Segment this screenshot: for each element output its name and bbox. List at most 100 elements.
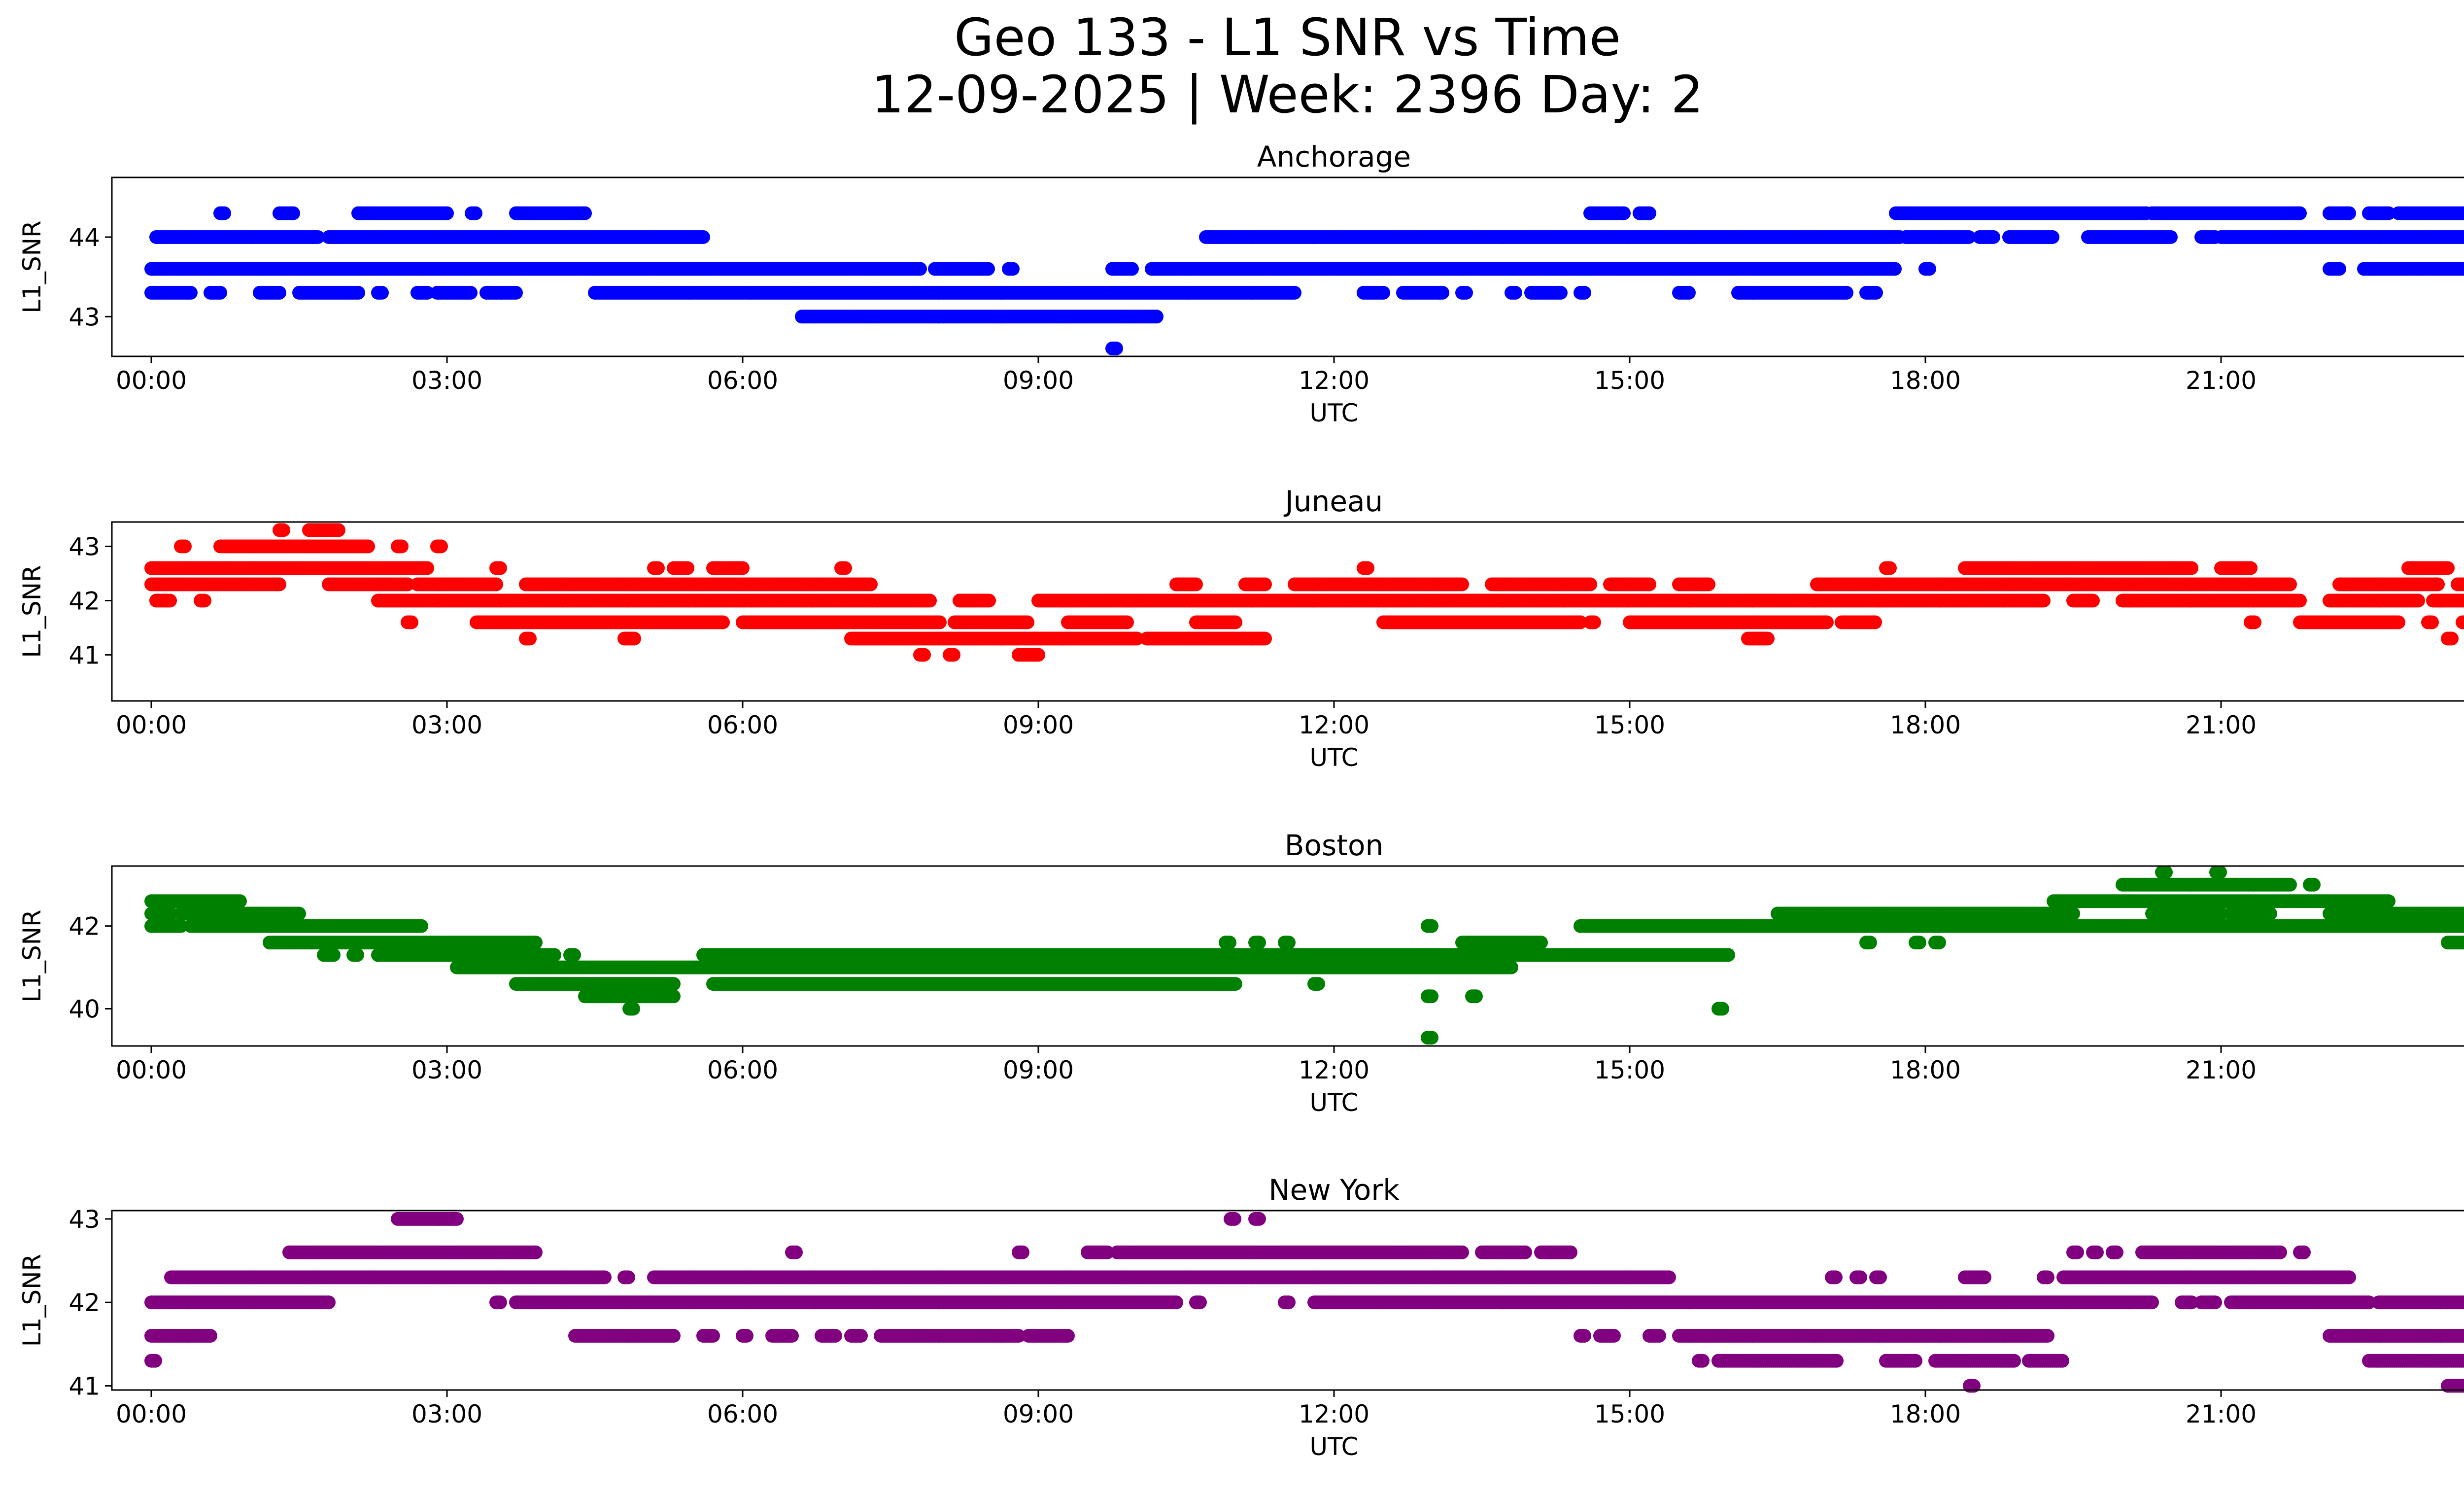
data-point: [2342, 206, 2356, 220]
x-tick-label: 09:00: [1003, 366, 1074, 395]
data-point: [1436, 285, 1449, 300]
data-point: [1702, 577, 1715, 591]
data-point: [420, 561, 434, 575]
x-axis-label: UTC: [1309, 399, 1358, 427]
data-point: [1109, 341, 1123, 355]
data-point: [1006, 262, 1020, 276]
data-point: [1888, 262, 1902, 276]
data-point: [163, 593, 177, 608]
point-row: [1105, 341, 1123, 355]
x-tick-label: 06:00: [707, 366, 778, 395]
point-row: [144, 561, 2455, 575]
data-point: [493, 561, 507, 575]
y-tick-label: 44: [68, 223, 100, 252]
point-row: [144, 577, 2464, 591]
data-point: [2293, 206, 2307, 220]
data-point: [276, 523, 290, 537]
data-point: [1840, 285, 1853, 300]
data-point: [1617, 206, 1631, 220]
data-point: [2382, 206, 2396, 220]
data-point: [273, 285, 286, 300]
data-point: [736, 561, 750, 575]
data-point: [434, 539, 448, 554]
data-point: [578, 206, 592, 220]
point-row: [149, 230, 2464, 244]
point-row: [149, 593, 2464, 608]
data-point: [1577, 285, 1591, 300]
y-tick-label: 43: [68, 303, 100, 331]
figure-title-line1: Geo 133 - L1 SNR vs Time: [954, 7, 1621, 68]
data-point: [469, 206, 482, 220]
data-point: [464, 285, 478, 300]
data-point: [213, 285, 227, 300]
data-point: [981, 262, 995, 276]
data-point: [361, 539, 375, 554]
data-point: [2431, 577, 2445, 591]
data-point: [217, 206, 231, 220]
data-point: [489, 577, 503, 591]
figure-title: Geo 133 - L1 SNR vs Time 12-09-2025 | We…: [0, 9, 2464, 123]
data-point: [651, 561, 665, 575]
data-point: [1258, 577, 1272, 591]
data-point: [1554, 285, 1568, 300]
data-point: [375, 285, 389, 300]
data-point: [273, 577, 286, 591]
point-row: [174, 539, 448, 554]
data-point: [1288, 285, 1301, 300]
data-point: [2332, 262, 2346, 276]
point-row: [213, 206, 2464, 220]
point-row: [795, 310, 1164, 324]
x-tick-label: 15:00: [1594, 366, 1665, 395]
data-point: [1508, 285, 1522, 300]
scatter-series: [144, 206, 2464, 355]
data-point: [1922, 262, 1936, 276]
y-axis-label: L1_SNR: [18, 220, 46, 313]
data-point: [838, 561, 852, 575]
data-point: [178, 539, 192, 554]
data-point: [184, 285, 198, 300]
data-point: [286, 206, 300, 220]
subplot-anchorage: Anchorage 00:00 03:00 06:00 09:00 12:00 15:00 1…: [18, 140, 2464, 427]
point-row: [273, 523, 345, 537]
data-point: [1189, 577, 1203, 591]
data-point: [2244, 561, 2258, 575]
x-tick-label: 00:00: [116, 366, 187, 395]
point-row: [144, 262, 2464, 276]
data-point: [1455, 577, 1469, 591]
data-point: [681, 561, 694, 575]
x-tick-label: 18:00: [1890, 366, 1961, 395]
subplot-title: Anchorage: [1257, 140, 1411, 174]
data-point: [1643, 206, 1656, 220]
data-point: [913, 262, 927, 276]
data-point: [395, 539, 409, 554]
data-point: [2164, 230, 2178, 244]
data-point: [696, 230, 710, 244]
point-row: [144, 285, 1883, 300]
data-point: [1883, 561, 1897, 575]
data-point: [509, 285, 523, 300]
data-point: [2185, 561, 2198, 575]
data-point: [2046, 230, 2059, 244]
data-point: [2441, 561, 2455, 575]
x-tick-label: 12:00: [1299, 366, 1369, 395]
data-point: [440, 206, 454, 220]
data-point: [1459, 285, 1473, 300]
data-point: [1986, 230, 2000, 244]
x-tick-label: 21:00: [2186, 366, 2257, 395]
x-tick-label: 03:00: [411, 366, 482, 395]
data-point: [1643, 577, 1656, 591]
data-point: [1150, 310, 1164, 324]
data-point: [332, 523, 345, 537]
data-point: [1376, 285, 1390, 300]
data-point: [1583, 577, 1597, 591]
data-point: [923, 593, 937, 608]
data-point: [1125, 262, 1139, 276]
data-point: [864, 577, 878, 591]
data-point: [982, 593, 996, 608]
data-point: [1682, 285, 1696, 300]
figure-title-line2: 12-09-2025 | Week: 2396 Day: 2: [871, 65, 1704, 125]
data-point: [2461, 207, 2464, 219]
data-point: [2463, 209, 2464, 218]
